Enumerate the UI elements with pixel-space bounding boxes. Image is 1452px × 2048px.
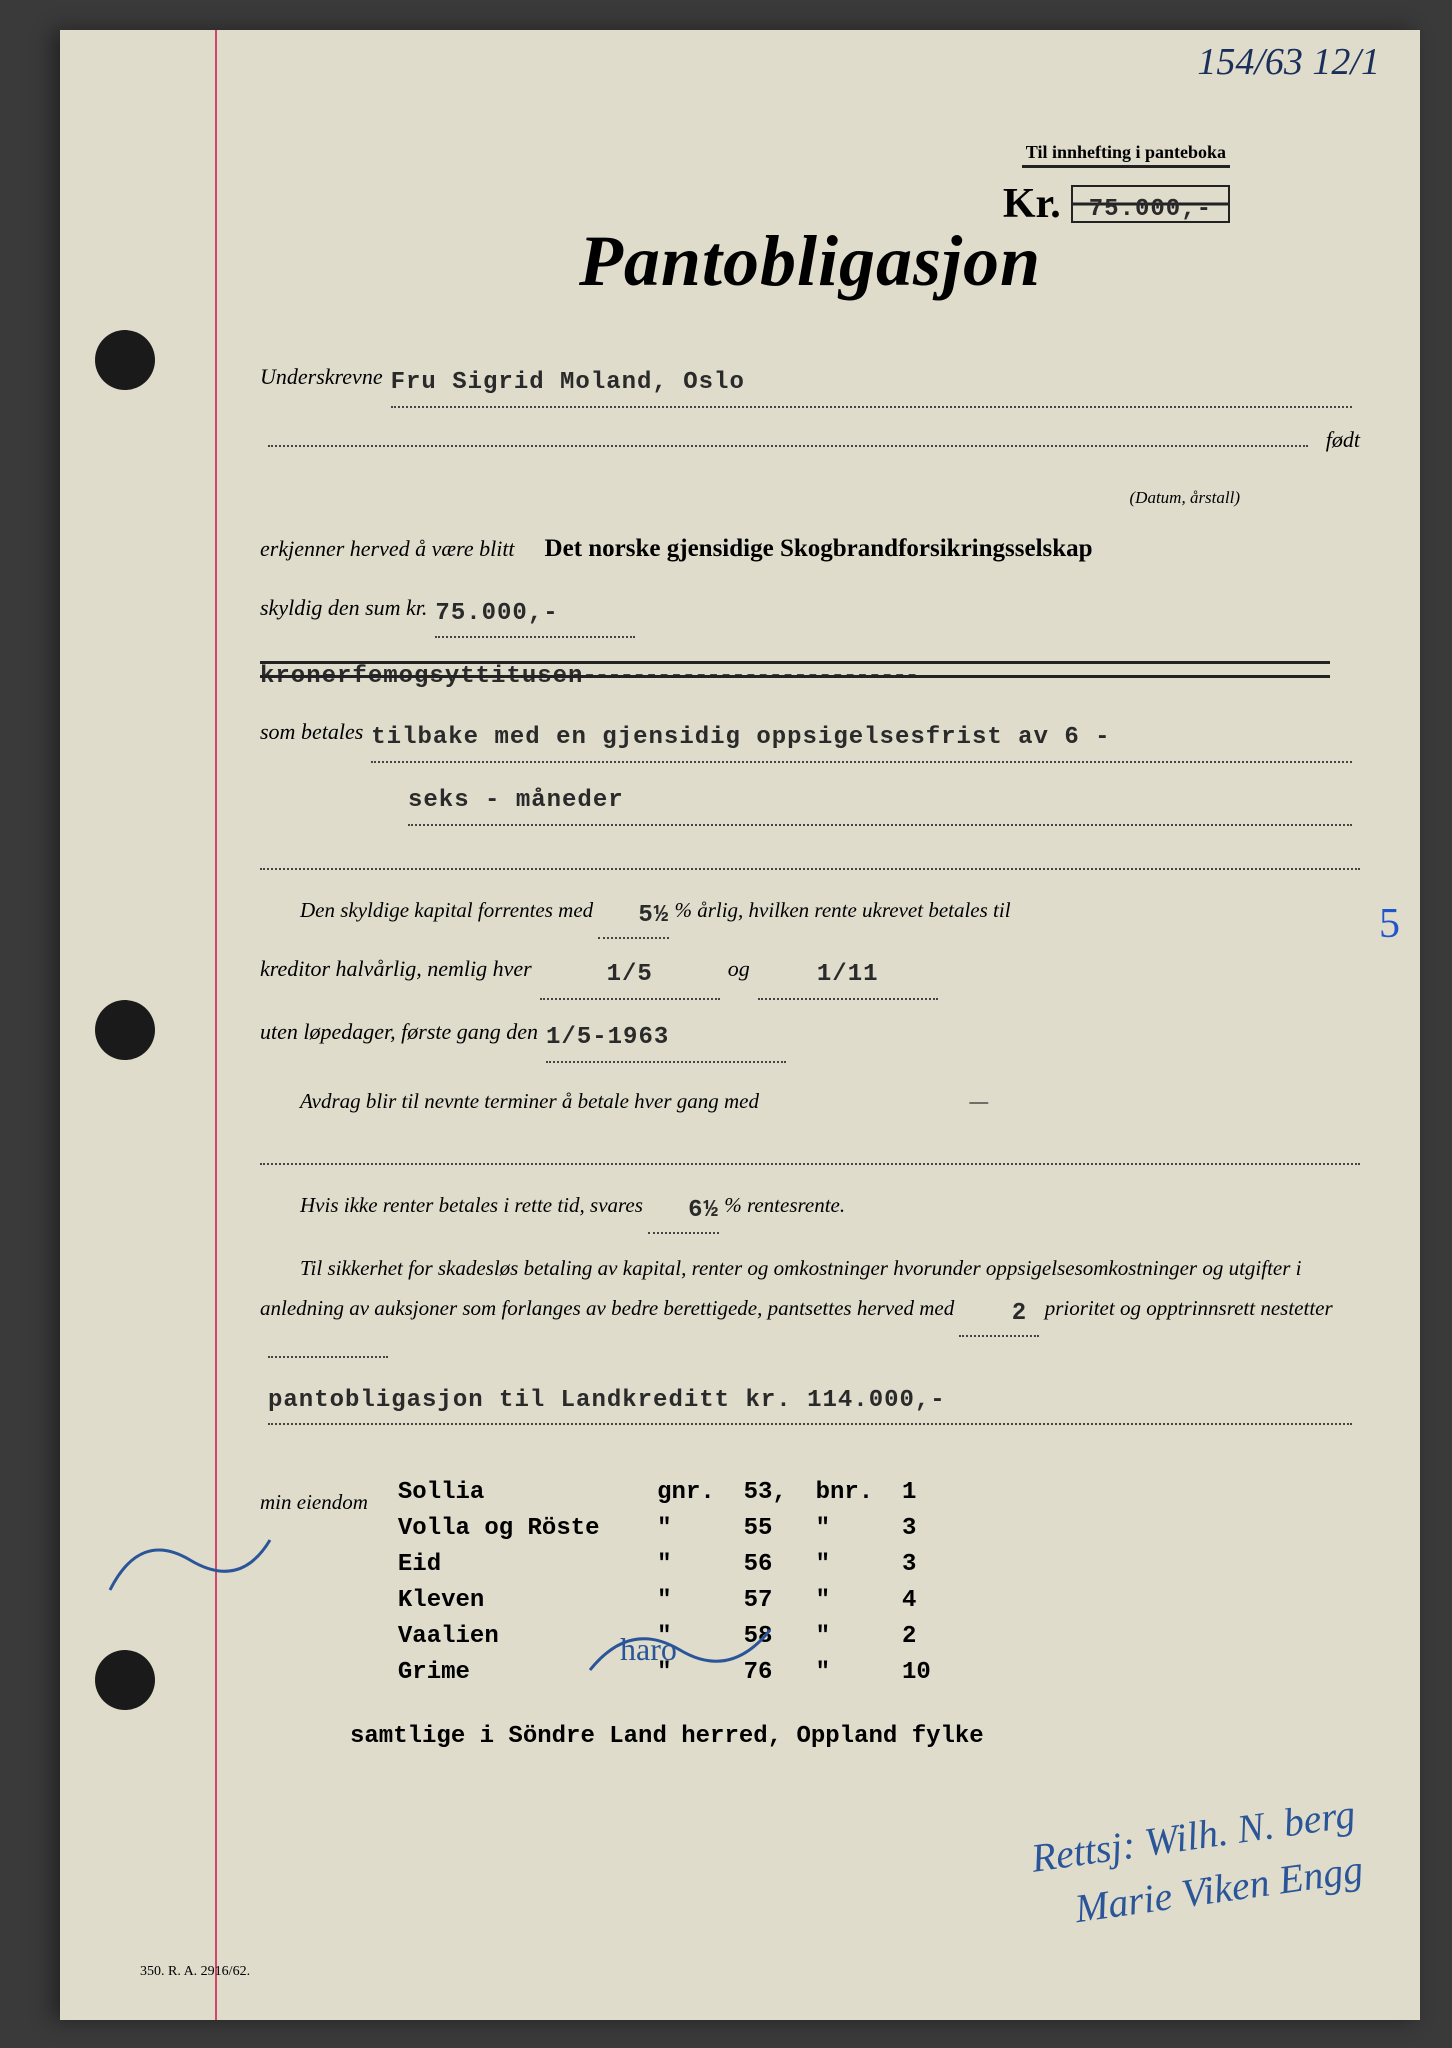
erkjenner-line: erkjenner herved å være blitt Det norske… (260, 521, 1360, 576)
nestetter-line: pantobligasjon til Landkreditt kr. 114.0… (260, 1371, 1360, 1426)
kr-label: Kr. (1003, 180, 1061, 228)
red-margin-line (215, 30, 217, 2020)
underskrevne-field: Fru Sigrid Moland, Oslo (391, 353, 1352, 408)
fodt-line: født (260, 416, 1360, 464)
kreditor-line: kreditor halvårlig, nemlig hver 1/5 og 1… (260, 945, 1360, 1000)
document-page: 154/63 12/1 Til innhefting i panteboka K… (60, 30, 1420, 2020)
som-betales-label: som betales (260, 708, 363, 756)
header-label: Til innhefting i panteboka (1022, 140, 1230, 168)
avdrag-line: Avdrag blir til nevnte terminer å betale… (260, 1083, 1360, 1121)
property-row: Sollia gnr. 53, bnr. 1 (398, 1475, 931, 1511)
erkjenner-label: erkjenner herved å være blitt (260, 525, 515, 573)
punch-hole (95, 330, 155, 390)
skyldig-field: 75.000,- (435, 584, 635, 639)
som-betales-field: tilbake med en gjensidig oppsigelsesfris… (371, 708, 1352, 763)
signatures: Rettsj: Wilh. N. berg Marie Viken Engg (1028, 1786, 1367, 1942)
som-betales-field2: seks - måneder (408, 771, 1352, 826)
punch-hole (95, 1650, 155, 1710)
fodt-hint: (Datum, årstall) (260, 472, 1240, 520)
amount-words-strike: kronerfemogsyttitusen-------------------… (260, 653, 1360, 693)
pen-scribble (100, 1510, 280, 1630)
footer-code: 350. R. A. 2916/62. (140, 1964, 250, 1980)
blank-line (260, 1141, 1360, 1165)
sikkerhet-para: Til sikkerhet for skadesløs betaling av … (260, 1250, 1360, 1371)
property-row: Volla og Röste " 55 " 3 (398, 1511, 931, 1547)
som-betales-line2: seks - måneder (260, 771, 1360, 826)
hvis-para: Hvis ikke renter betales i rette tid, sv… (260, 1185, 1360, 1230)
underskrevne-line: Underskrevne Fru Sigrid Moland, Oslo (260, 353, 1360, 408)
underskrevne-label: Underskrevne (260, 353, 383, 401)
fodt-field (268, 423, 1308, 447)
property-row: Eid " 56 " 3 (398, 1547, 931, 1583)
punch-hole (95, 1000, 155, 1060)
fodt-label: født (1326, 416, 1360, 464)
forste-gang-line: uten løpedager, første gang den 1/5-1963 (260, 1008, 1360, 1063)
skyldig-line: skyldig den sum kr. 75.000,- (260, 584, 1360, 639)
location-line: samtlige i Söndre Land herred, Oppland f… (350, 1711, 1360, 1764)
kr-box: Kr. 75.000,- (1003, 180, 1230, 228)
company-name: Det norske gjensidige Skogbrandforsikrin… (545, 521, 1093, 576)
side-mark: 5 (1379, 900, 1400, 948)
kr-amount: 75.000,- (1071, 185, 1230, 223)
interest-para: Den skyldige kapital forrentes med 5½ % … (260, 890, 1360, 935)
skyldig-label: skyldig den sum kr. (260, 584, 427, 632)
pen-scribble: haro (580, 1610, 780, 1690)
content-area: Til innhefting i panteboka Kr. 75.000,- … (260, 70, 1360, 1764)
document-title: Pantobligasjon (260, 220, 1360, 303)
som-betales-line: som betales tilbake med en gjensidig opp… (260, 708, 1360, 763)
svg-text:haro: haro (620, 1631, 677, 1667)
property-block: min eiendom Sollia gnr. 53, bnr. 1Volla … (260, 1475, 1360, 1691)
blank-line (260, 846, 1360, 870)
form-body: Underskrevne Fru Sigrid Moland, Oslo fød… (260, 353, 1360, 1764)
